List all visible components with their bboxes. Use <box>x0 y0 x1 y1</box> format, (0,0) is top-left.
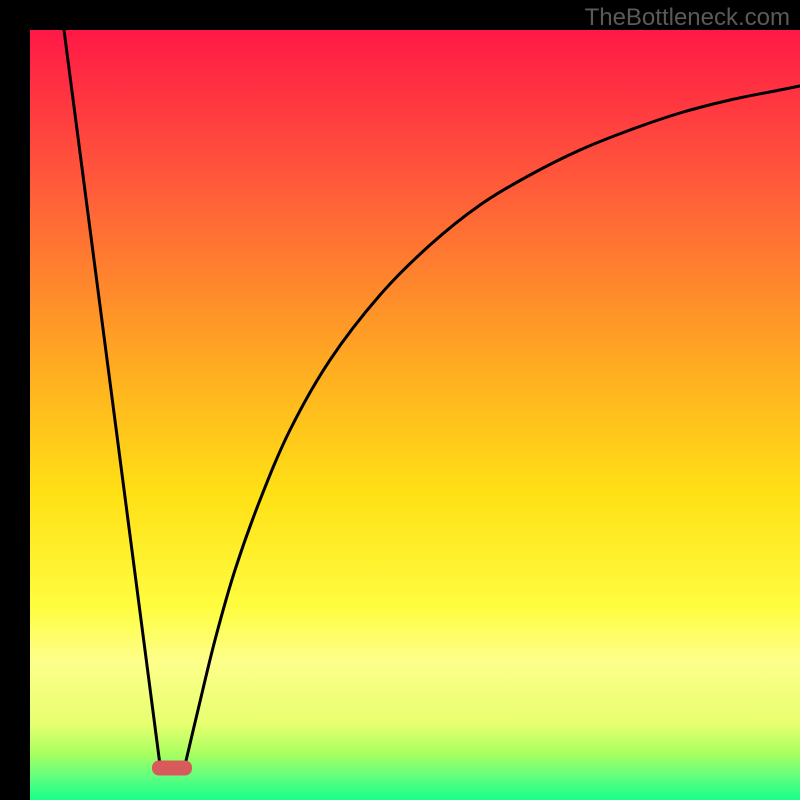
right-curve-line <box>185 86 800 765</box>
chart-container: TheBottleneck.com <box>0 0 800 800</box>
plot-area <box>30 30 800 800</box>
left-curve-line <box>64 30 160 765</box>
watermark-text: TheBottleneck.com <box>585 4 790 32</box>
optimum-marker <box>152 761 192 776</box>
curve-overlay <box>30 30 800 800</box>
